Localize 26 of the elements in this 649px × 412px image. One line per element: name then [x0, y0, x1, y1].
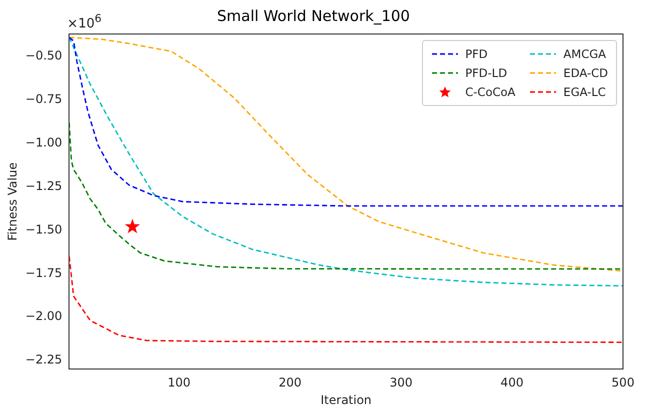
legend-label: C-CoCoA	[465, 85, 516, 99]
y-tick-label: −1.00	[25, 136, 62, 150]
y-tick-label: −2.25	[25, 352, 62, 367]
legend-label: EGA-LC	[563, 85, 606, 99]
y-tick-label: −0.50	[25, 48, 62, 63]
x-axis-title: Iteration	[320, 392, 372, 407]
legend-label: AMCGA	[563, 47, 606, 61]
chart-title: Small World Network_100	[217, 6, 410, 25]
line-series	[69, 36, 623, 207]
y-tick-label: −1.75	[25, 266, 62, 280]
line-series	[69, 122, 623, 270]
y-axis-title: Fitness Value	[5, 162, 20, 241]
y-tick-label: −2.00	[25, 309, 62, 324]
x-tick-label: 100	[168, 376, 191, 390]
legend-label: PFD-LD	[465, 66, 508, 80]
legend-label: PFD	[465, 47, 488, 61]
y-tick-label: −0.75	[25, 92, 62, 106]
line-series	[69, 256, 623, 343]
x-tick-label: 400	[500, 376, 524, 390]
x-tick-label: 500	[612, 376, 634, 390]
x-tick-label: 200	[278, 376, 302, 390]
x-tick-label: 300	[390, 376, 412, 390]
y-tick-label: −1.50	[25, 222, 62, 236]
legend-label: EDA-CD	[563, 66, 608, 80]
y-tick-label: −1.25	[25, 178, 62, 193]
text: ×10$^{6}$	[67, 12, 102, 32]
